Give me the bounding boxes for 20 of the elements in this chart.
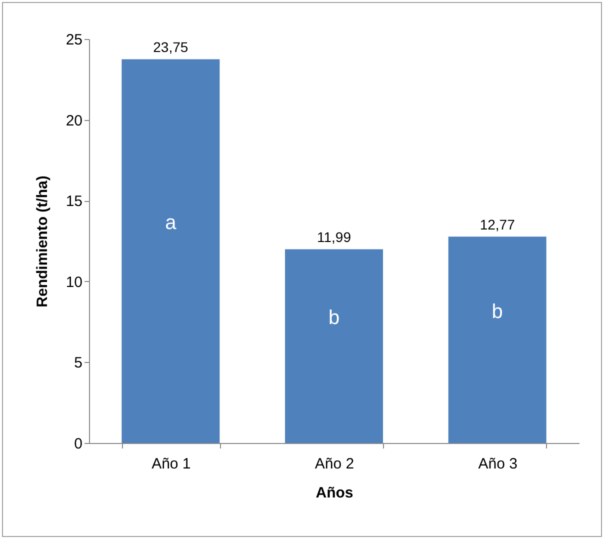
y-tick-label: 25: [66, 32, 82, 48]
x-tick-label: Año 2: [314, 456, 354, 472]
bar: [448, 236, 546, 443]
y-tick-label: 10: [66, 274, 82, 291]
bar: [285, 249, 383, 443]
x-axis-title: Años: [316, 484, 354, 502]
annotation: b: [328, 307, 340, 330]
y-tick-label: 0: [74, 436, 82, 452]
x-tick-label: Año 1: [152, 456, 191, 472]
x-tick-label: Año 3: [478, 456, 518, 472]
data-label: 11,99: [317, 229, 352, 246]
data-label: 12,77: [480, 216, 516, 233]
annotation: a: [165, 212, 178, 234]
y-tick-label: 20: [66, 112, 82, 130]
y-tick-label: 15: [66, 193, 82, 210]
annotation: b: [492, 300, 503, 323]
y-axis-title: Rendimiento (t/ha): [34, 176, 51, 308]
bar: [122, 59, 220, 443]
y-tick-label: 5: [74, 354, 82, 372]
data-label: 23,75: [153, 39, 188, 56]
